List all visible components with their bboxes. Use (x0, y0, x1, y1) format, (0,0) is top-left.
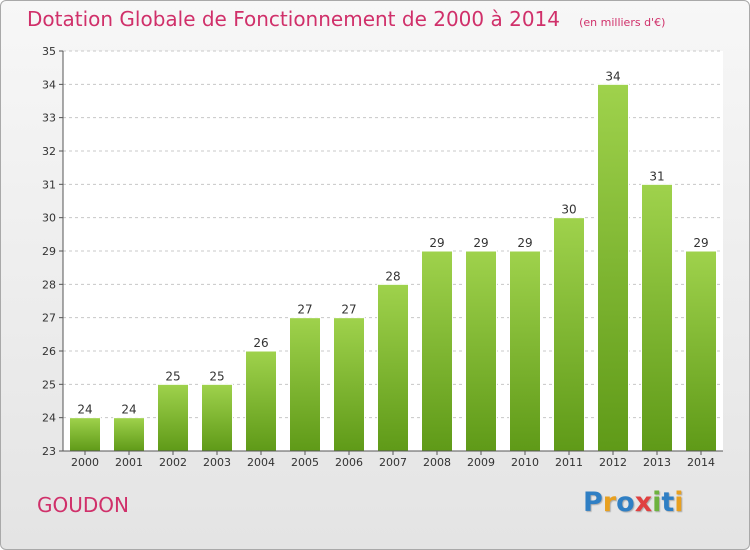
x-tick-label-2000: 2000 (71, 456, 99, 469)
bar-2006 (333, 317, 365, 452)
logo-letter: o (616, 487, 635, 518)
bar-2011 (553, 217, 585, 452)
data-label-2011: 30 (561, 203, 576, 217)
y-tick-label: 33 (42, 112, 56, 125)
bar-2002 (157, 383, 189, 452)
y-tick-label: 34 (42, 78, 56, 91)
y-tick-label: 24 (42, 412, 56, 425)
chart-subtitle: (en milliers d'€) (579, 16, 666, 29)
y-tick-label: 26 (42, 345, 56, 358)
data-label-2012: 34 (605, 69, 620, 83)
data-label-2013: 31 (649, 169, 664, 183)
x-tick-label-2006: 2006 (335, 456, 363, 469)
data-label-2001: 24 (121, 403, 136, 417)
bar-2001 (113, 417, 145, 452)
commune-name: GOUDON (37, 493, 129, 517)
y-tick-label: 30 (42, 212, 56, 225)
x-tick-label-2007: 2007 (379, 456, 407, 469)
logo-letter: t (661, 487, 675, 518)
logo-letter: i (652, 487, 662, 518)
x-tick-label-2003: 2003 (203, 456, 231, 469)
y-tick-label: 31 (42, 178, 56, 191)
data-label-2010: 29 (517, 236, 532, 250)
bar-2004 (245, 350, 277, 452)
y-tick-label: 23 (42, 445, 56, 458)
title-row: Dotation Globale de Fonctionnement de 20… (27, 7, 665, 31)
y-tick-label: 35 (42, 45, 56, 58)
chart-title: Dotation Globale de Fonctionnement de 20… (27, 7, 560, 31)
x-tick-label-2008: 2008 (423, 456, 451, 469)
y-tick-label: 25 (42, 378, 56, 391)
data-label-2006: 27 (341, 303, 356, 317)
bar-2000 (69, 417, 101, 452)
x-tick-label-2001: 2001 (115, 456, 143, 469)
y-tick-label: 29 (42, 245, 56, 258)
x-tick-label-2005: 2005 (291, 456, 319, 469)
data-label-2008: 29 (429, 236, 444, 250)
proxiti-logo: Proxiti (583, 487, 684, 518)
y-tick-label: 32 (42, 145, 56, 158)
axis-layer: 23 24 25 26 27 28 29 30 31 32 33 34 35 2000 2001 2002 20… (42, 45, 723, 469)
bar-2009 (465, 250, 497, 452)
logo-letter: r (602, 487, 617, 518)
y-tick-label: 28 (42, 278, 56, 291)
x-tick-label-2013: 2013 (643, 456, 671, 469)
data-label-2009: 29 (473, 236, 488, 250)
x-tick-label-2002: 2002 (159, 456, 187, 469)
bar-2007 (377, 283, 409, 452)
x-tick-label-2004: 2004 (247, 456, 275, 469)
bar-2008 (421, 250, 453, 452)
bar-2013 (641, 183, 673, 452)
y-tick-label: 27 (42, 312, 56, 325)
bar-2014 (685, 250, 717, 452)
data-label-2005: 27 (297, 303, 312, 317)
bar-2010 (509, 250, 541, 452)
bar-2012 (597, 83, 629, 452)
x-tick-label-2011: 2011 (555, 456, 583, 469)
x-tick-label-2014: 2014 (687, 456, 715, 469)
logo-letter: x (634, 487, 653, 518)
x-tick-label-2009: 2009 (467, 456, 495, 469)
data-label-2003: 25 (209, 369, 224, 383)
bar-2003 (201, 383, 233, 452)
logo-letter: P (583, 487, 603, 518)
logo-letter: i (674, 487, 684, 518)
data-label-2002: 25 (165, 369, 180, 383)
data-label-2014: 29 (693, 236, 708, 250)
bar-2005 (289, 317, 321, 452)
x-tick-label-2010: 2010 (511, 456, 539, 469)
x-tick-label-2012: 2012 (599, 456, 627, 469)
data-label-2000: 24 (77, 403, 92, 417)
data-label-2007: 28 (385, 269, 400, 283)
data-label-2004: 26 (253, 336, 268, 350)
